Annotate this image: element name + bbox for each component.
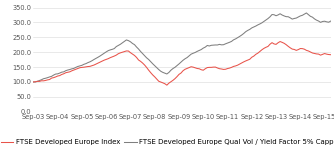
- FTSE Developed Europe Index: [215, 67, 219, 69]
- FTSE Developed Europe Index: [329, 54, 333, 56]
- FTSE Developed Europe Index: [88, 65, 92, 67]
- FTSE Developed Europe Index: [244, 60, 248, 62]
- Legend: FTSE Developed Europe Index, FTSE Developed Europe Qual Vol / Yield Factor 5% Ca: FTSE Developed Europe Index, FTSE Develo…: [1, 139, 334, 145]
- FTSE Developed Europe Qual Vol / Yield Factor 5% Capped Index: [329, 20, 333, 22]
- FTSE Developed Europe Qual Vol / Yield Factor 5% Capped Index: [181, 59, 185, 61]
- FTSE Developed Europe Index: [175, 76, 179, 78]
- FTSE Developed Europe Qual Vol / Yield Factor 5% Capped Index: [244, 31, 248, 33]
- FTSE Developed Europe Index: [31, 81, 35, 83]
- FTSE Developed Europe Index: [165, 84, 169, 86]
- FTSE Developed Europe Qual Vol / Yield Factor 5% Capped Index: [215, 44, 219, 46]
- FTSE Developed Europe Qual Vol / Yield Factor 5% Capped Index: [33, 81, 37, 83]
- FTSE Developed Europe Qual Vol / Yield Factor 5% Capped Index: [175, 65, 179, 67]
- FTSE Developed Europe Index: [52, 77, 56, 79]
- FTSE Developed Europe Qual Vol / Yield Factor 5% Capped Index: [304, 12, 308, 14]
- FTSE Developed Europe Qual Vol / Yield Factor 5% Capped Index: [54, 73, 58, 75]
- FTSE Developed Europe Index: [181, 70, 185, 72]
- FTSE Developed Europe Index: [278, 41, 282, 42]
- Line: FTSE Developed Europe Index: FTSE Developed Europe Index: [33, 42, 331, 85]
- FTSE Developed Europe Qual Vol / Yield Factor 5% Capped Index: [31, 81, 35, 83]
- Line: FTSE Developed Europe Qual Vol / Yield Factor 5% Capped Index: FTSE Developed Europe Qual Vol / Yield F…: [33, 13, 331, 82]
- FTSE Developed Europe Qual Vol / Yield Factor 5% Capped Index: [90, 60, 94, 62]
